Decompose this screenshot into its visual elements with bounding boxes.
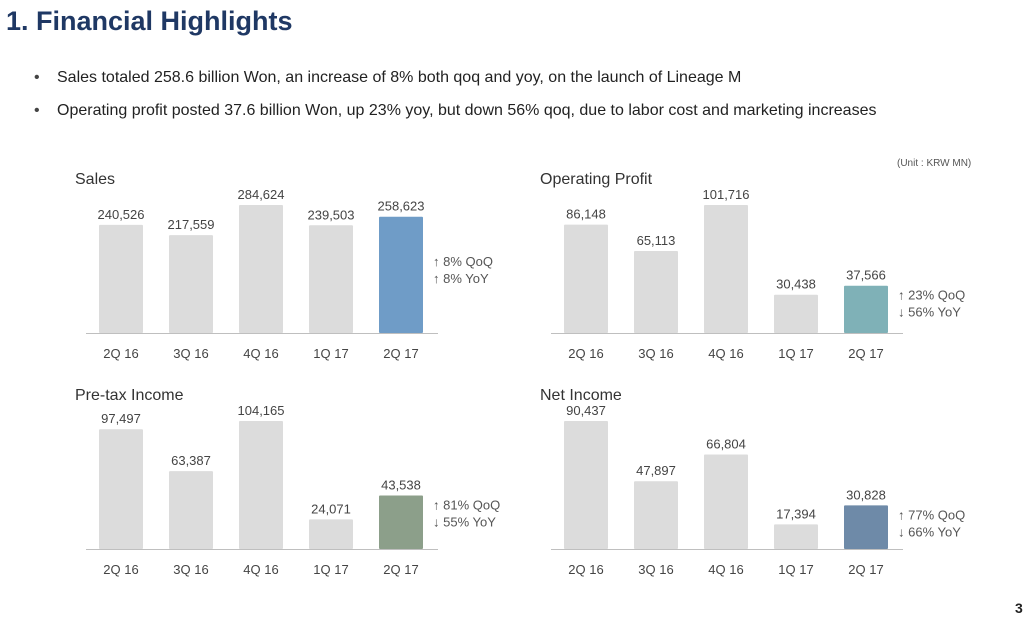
bar-1	[99, 224, 143, 333]
bar-5	[844, 285, 888, 333]
yoy-change: ↓ 55% YoY	[433, 514, 496, 529]
bar-4	[774, 524, 818, 549]
page-number: 3	[1015, 600, 1023, 616]
data-label-1: 97,497	[101, 411, 141, 426]
data-label-3: 104,165	[238, 403, 285, 418]
qoq-change: ↑ 77% QoQ	[898, 507, 965, 522]
tick-label-2: 3Q 16	[638, 346, 673, 361]
tick-label-4: 1Q 17	[778, 562, 813, 577]
data-label-5: 43,538	[381, 477, 421, 492]
data-label-1: 86,148	[566, 207, 606, 222]
bar-4	[309, 225, 353, 333]
bar-5	[379, 495, 423, 549]
data-label-2: 217,559	[168, 217, 215, 232]
yoy-change: ↑ 8% YoY	[433, 271, 489, 286]
bar-5	[844, 505, 888, 549]
bar-1	[564, 224, 608, 333]
data-label-2: 65,113	[637, 233, 676, 248]
qoq-change: ↑ 8% QoQ	[433, 254, 493, 269]
bar-4	[774, 294, 818, 333]
bar-1	[564, 421, 608, 549]
data-label-4: 30,438	[776, 277, 816, 292]
bar-5	[379, 216, 423, 333]
summary-bullets: Sales totaled 258.6 billion Won, an incr…	[34, 66, 876, 132]
data-label-4: 17,394	[776, 506, 816, 521]
bar-1	[99, 429, 143, 549]
bar-3	[239, 421, 283, 549]
chart-operating-profit: Operating Profit 86,148 2Q 16 65,113 3Q 16 10…	[540, 171, 965, 361]
tick-label-2: 3Q 16	[173, 562, 208, 577]
tick-label-1: 2Q 16	[568, 346, 603, 361]
bar-2	[634, 481, 678, 549]
tick-label-3: 4Q 16	[708, 562, 743, 577]
bar-3	[239, 205, 283, 333]
tick-label-3: 4Q 16	[708, 346, 743, 361]
data-label-5: 37,566	[846, 268, 886, 283]
bar-2	[634, 251, 678, 333]
page-title: 1. Financial Highlights	[6, 6, 293, 36]
chart-title: Operating Profit	[540, 171, 653, 188]
tick-label-5: 2Q 17	[848, 562, 883, 577]
data-label-4: 24,071	[311, 501, 351, 516]
data-label-5: 30,828	[846, 487, 886, 502]
data-label-5: 258,623	[378, 199, 425, 214]
yoy-change: ↓ 56% YoY	[898, 305, 961, 320]
tick-label-5: 2Q 17	[383, 562, 418, 577]
tick-label-4: 1Q 17	[778, 346, 813, 361]
data-label-1: 240,526	[98, 207, 145, 222]
bar-3	[704, 454, 748, 549]
bar-4	[309, 519, 353, 549]
tick-label-3: 4Q 16	[243, 346, 278, 361]
data-label-3: 284,624	[238, 187, 285, 202]
bar-2	[169, 235, 213, 333]
yoy-change: ↓ 66% YoY	[898, 524, 961, 539]
chart-sales: Sales 240,526 2Q 16 217,559 3Q 16 284,624 4Q 1…	[75, 171, 493, 361]
tick-label-4: 1Q 17	[313, 562, 348, 577]
data-label-2: 63,387	[171, 453, 211, 468]
tick-label-1: 2Q 16	[568, 562, 603, 577]
tick-label-2: 3Q 16	[173, 346, 208, 361]
data-label-3: 101,716	[703, 187, 750, 202]
bullet-operating-profit: Operating profit posted 37.6 billion Won…	[34, 99, 876, 132]
bar-3	[704, 205, 748, 333]
chart-pretax-income: Pre-tax Income 97,497 2Q 16 63,387 3Q 16 104,…	[75, 387, 500, 577]
data-label-1: 90,437	[566, 403, 606, 418]
chart-title: Pre-tax Income	[75, 387, 184, 404]
qoq-change: ↑ 81% QoQ	[433, 497, 500, 512]
chart-title: Sales	[75, 171, 115, 188]
chart-title: Net Income	[540, 387, 622, 404]
tick-label-1: 2Q 16	[103, 562, 138, 577]
qoq-change: ↑ 23% QoQ	[898, 288, 965, 303]
tick-label-4: 1Q 17	[313, 346, 348, 361]
tick-label-3: 4Q 16	[243, 562, 278, 577]
unit-note: (Unit : KRW MN)	[897, 158, 972, 169]
tick-label-1: 2Q 16	[103, 346, 138, 361]
tick-label-5: 2Q 17	[383, 346, 418, 361]
data-label-4: 239,503	[308, 207, 355, 222]
data-label-3: 66,804	[706, 436, 746, 451]
bar-2	[169, 471, 213, 549]
tick-label-5: 2Q 17	[848, 346, 883, 361]
bullet-sales: Sales totaled 258.6 billion Won, an incr…	[34, 66, 876, 99]
data-label-2: 47,897	[636, 463, 676, 478]
tick-label-2: 3Q 16	[638, 562, 673, 577]
